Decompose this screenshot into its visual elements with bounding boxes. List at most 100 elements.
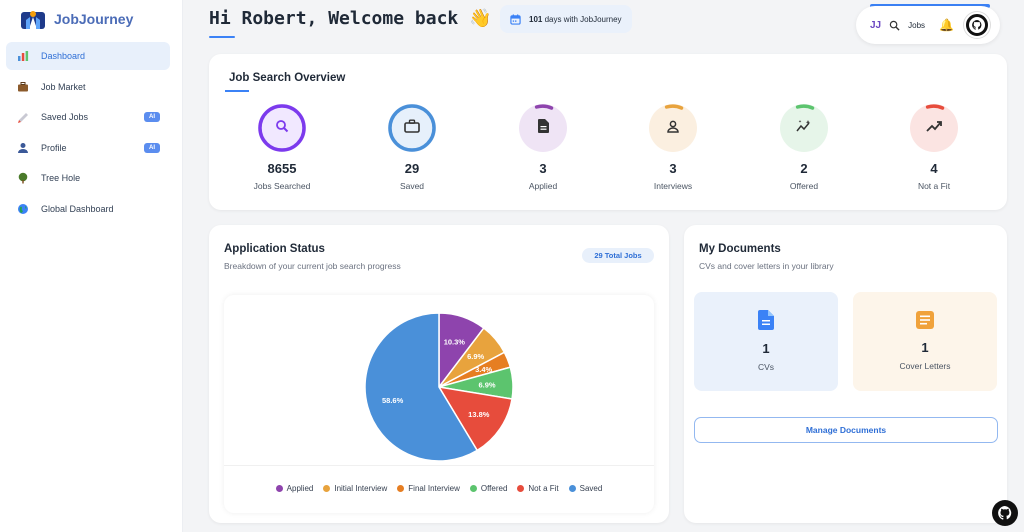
pie-slice-not-a-fit[interactable] (437, 385, 513, 452)
legend-dot (568, 485, 576, 492)
cover-letter-icon (916, 311, 934, 329)
user-icon (17, 142, 29, 154)
user-initials[interactable]: JJ (870, 19, 882, 31)
documents-subtitle: CVs and cover letters in your library (699, 261, 834, 271)
sidebar-item-profile[interactable]: Profile AI (6, 134, 170, 162)
interview-icon (666, 119, 680, 138)
legend-item-applied[interactable]: Applied (275, 484, 313, 493)
ai-badge: AI (144, 112, 160, 122)
legend-label: Initial Interview (334, 484, 388, 493)
status-pie-chart: 10.3%6.9%3.4%6.9%13.8%58.6% (364, 312, 514, 462)
sidebar-item-global-dashboard[interactable]: Global Dashboard (6, 195, 170, 223)
legend-divider (224, 465, 654, 466)
legend-item-offered[interactable]: Offered (469, 484, 508, 493)
stat-circle (910, 104, 958, 152)
pie-label: 13.8% (468, 410, 490, 419)
sidebar-item-job-market[interactable]: Job Market (6, 73, 170, 101)
legend-item-final-interview[interactable]: Final Interview (397, 484, 460, 493)
legend-dot (517, 485, 525, 492)
overview-title: Job Search Overview (229, 72, 346, 84)
stat-value: 4 (930, 161, 938, 176)
brand[interactable]: JobJourney (20, 8, 133, 30)
days-text: 101 days with JobJourney (529, 15, 622, 24)
avatar[interactable] (964, 12, 990, 38)
pie-label: 58.6% (382, 396, 404, 405)
legend-item-saved[interactable]: Saved (568, 484, 602, 493)
legend-label: Final Interview (408, 484, 460, 493)
search-icon (275, 119, 289, 138)
pie-label: 3.4% (475, 365, 492, 374)
stat-ring (925, 104, 945, 110)
cv-tile[interactable]: 1 CVs (694, 292, 838, 391)
stat-value: 2 (800, 161, 808, 176)
stat-value: 29 (404, 161, 420, 176)
status-chart-box: 10.3% 6.9% 3.4% 6.9% 13.8% 58.6% Applied Initi… (224, 295, 654, 513)
pie-label: 6.9% (467, 352, 484, 361)
chart-legend: Applied Initial Interview Final Interview O… (224, 484, 654, 493)
legend-item-not-a-fit[interactable]: Not a Fit (517, 484, 559, 493)
sidebar-item-label: Saved Jobs (41, 112, 89, 122)
legend-item-initial-interview[interactable]: Initial Interview (323, 484, 387, 493)
cover-letter-count: 1 (921, 340, 929, 355)
pie-label: 10.3% (444, 337, 466, 346)
stat-value: 3 (669, 161, 677, 176)
sidebar-item-tree-hole[interactable]: Tree Hole (6, 164, 170, 192)
sidebar-item-label: Profile (41, 142, 67, 153)
search-icon[interactable] (889, 20, 900, 31)
bar-chart-icon (17, 50, 29, 62)
stat-label: Offered (789, 181, 819, 191)
stat-label: Jobs Searched (253, 181, 311, 191)
stat-ring (388, 104, 436, 152)
days-pill: 101 days with JobJourney (500, 5, 632, 33)
manage-documents-button[interactable]: Manage Documents (694, 417, 998, 443)
pie-label: 6.9% (478, 380, 495, 389)
stat-offered[interactable]: 2 Offered (759, 104, 849, 191)
sidebar-item-label: Dashboard (41, 51, 86, 61)
stat-not-a-fit[interactable]: 4 Not a Fit (889, 104, 979, 191)
stat-ring (534, 104, 554, 110)
stat-saved[interactable]: 29 Saved (367, 104, 457, 191)
cv-document-icon (758, 310, 774, 330)
github-icon[interactable] (992, 500, 1018, 526)
stat-label: Applied (528, 181, 558, 191)
stat-jobs-searched[interactable]: 8655 Jobs Searched (237, 104, 327, 191)
bell-icon[interactable]: 🔔 (939, 18, 954, 32)
days-count: 101 (529, 14, 543, 24)
my-documents-card: My Documents CVs and cover letters in yo… (684, 225, 1007, 523)
ai-badge: AI (144, 142, 160, 153)
stat-label: Interviews (653, 181, 693, 191)
stat-circle (649, 104, 697, 152)
legend-dot (397, 485, 405, 492)
sidebar-item-dashboard[interactable]: Dashboard (6, 42, 170, 70)
stat-circle (388, 104, 436, 152)
stat-ring (664, 104, 684, 110)
legend-dot (275, 485, 283, 492)
legend-label: Offered (480, 484, 508, 493)
status-title: Application Status (224, 243, 325, 255)
pie-slice-saved[interactable] (364, 312, 479, 462)
bookmark-icon (17, 111, 29, 123)
cover-letter-tile[interactable]: 1 Cover Letters (853, 292, 997, 391)
calendar-icon (510, 13, 521, 25)
total-jobs-badge: 29 Total Jobs (582, 248, 654, 263)
sidebar-nav: Dashboard Job Market Saved Jobs AI Profile AI… (6, 42, 170, 225)
legend-dot (469, 485, 477, 492)
application-status-card: Application Status Breakdown of your cur… (209, 225, 669, 523)
sidebar-item-saved-jobs[interactable]: Saved Jobs AI (6, 103, 170, 131)
cv-count: 1 (762, 341, 770, 356)
stat-applied[interactable]: 3 Applied (498, 104, 588, 191)
github-mark-icon (998, 506, 1012, 520)
top-toolbar: JJ Jobs 🔔 (856, 6, 1000, 44)
stat-value: 8655 (267, 161, 297, 176)
legend-label: Not a Fit (528, 484, 559, 493)
sparkle-icon (796, 119, 812, 138)
stat-interviews[interactable]: 3 Interviews (628, 104, 718, 191)
stat-value: 3 (539, 161, 547, 176)
cover-letter-label: Cover Letters (899, 361, 951, 371)
sidebar-item-label: Global Dashboard (41, 203, 114, 214)
documents-title: My Documents (699, 243, 781, 255)
document-icon (537, 118, 549, 138)
sidebar: JobJourney Dashboard Job Market Saved Jobs… (0, 0, 183, 532)
stat-ring (258, 104, 306, 152)
jobs-link[interactable]: Jobs (908, 20, 926, 30)
